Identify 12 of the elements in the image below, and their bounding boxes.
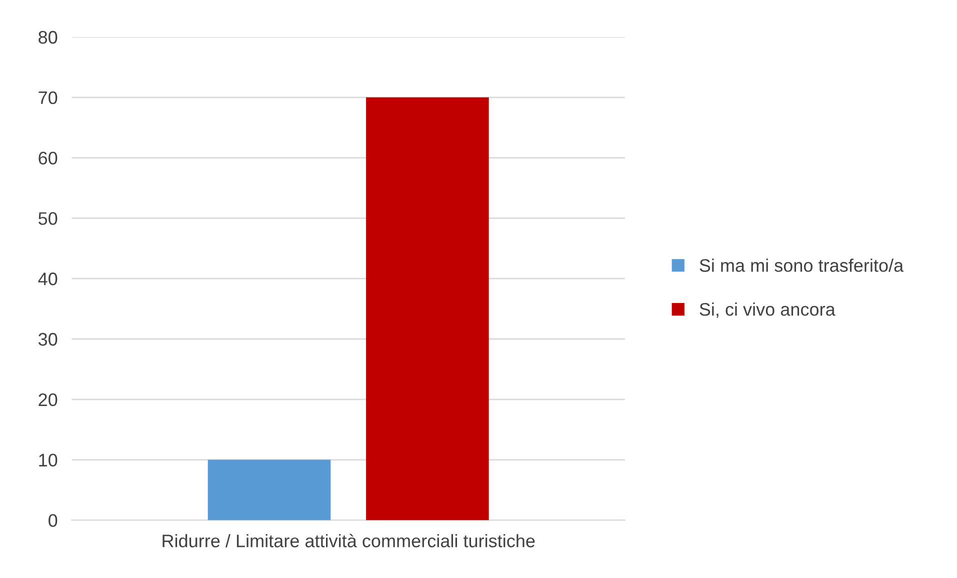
y-tick-label: 30 [38,332,58,346]
y-tick-label: 60 [38,152,58,165]
y-tick-label: 80 [38,30,58,44]
y-tick-label: 0 [48,514,58,527]
y-tick-label: 20 [38,393,58,406]
legend-label: Si, ci vivo ancora [700,302,836,318]
x-tick-label: Ridurre / Limitare attività commerciali turistiche [162,534,535,548]
legend-label: Si ma mi sono trasferito/a [700,258,904,272]
y-tick-label: 70 [38,91,58,104]
y-tick-label: 50 [38,212,58,225]
y-tick-label: 40 [38,272,58,286]
y-tick-label: 10 [39,454,58,467]
